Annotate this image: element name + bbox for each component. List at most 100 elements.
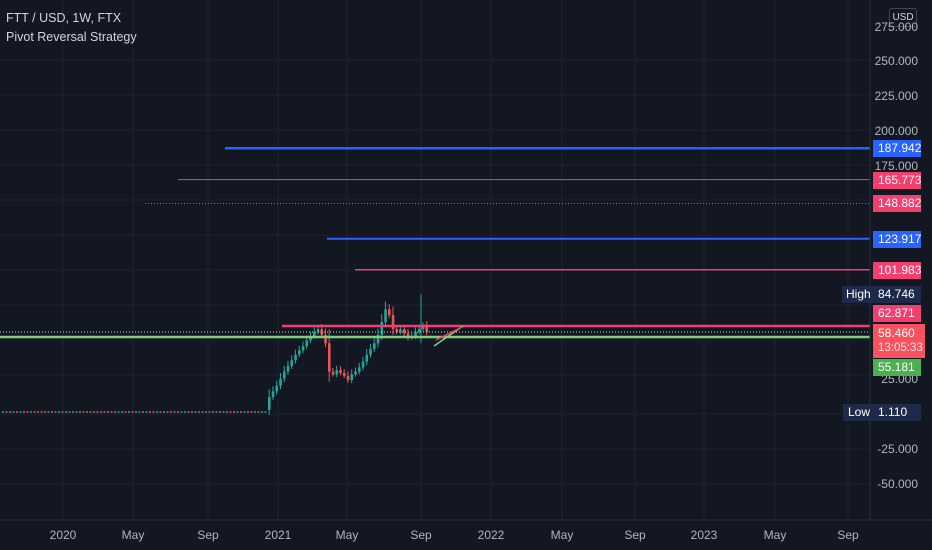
candle: [247, 411, 249, 413]
x-tick-label: 2021: [264, 528, 292, 542]
candle: [212, 411, 214, 413]
level-price-tag: 123.917: [873, 231, 921, 248]
x-tick-label: Sep: [197, 528, 219, 542]
candle: [305, 340, 309, 347]
y-tick-label: 250.000: [874, 54, 918, 68]
candle: [283, 371, 286, 379]
candle: [23, 411, 25, 413]
candle: [373, 343, 376, 349]
candle: [261, 411, 263, 413]
chart-legend: FTT / USD, 1W, FTX Pivot Reversal Strate…: [6, 9, 137, 47]
current-price-tag: 58.460 13:05:33: [873, 324, 925, 358]
candle: [395, 329, 399, 332]
candle: [240, 411, 242, 413]
high-label: High: [842, 286, 873, 303]
candle: [316, 329, 320, 332]
candle: [89, 411, 92, 413]
candle: [243, 411, 246, 413]
candle: [180, 411, 183, 413]
candle: [75, 411, 78, 413]
candle: [26, 411, 29, 413]
candle: [254, 411, 256, 413]
candle: [279, 378, 282, 386]
candle: [290, 360, 294, 366]
level-price-tag: 187.942: [873, 140, 921, 157]
candle: [250, 411, 253, 413]
candle: [30, 411, 32, 413]
candle: [131, 411, 134, 413]
candle: [236, 411, 239, 413]
y-tick-label: 200.000: [874, 124, 918, 138]
level-price-tag: 101.983: [873, 262, 921, 279]
candle: [58, 411, 60, 413]
candle: [135, 411, 137, 413]
candle: [406, 333, 410, 338]
candle: [208, 411, 211, 413]
candle: [114, 411, 116, 413]
candle: [418, 329, 421, 332]
candle: [286, 365, 290, 372]
x-tick-label: May: [121, 528, 145, 542]
level-price-tag: 165.773: [873, 172, 921, 189]
candle: [44, 411, 46, 413]
candle: [354, 371, 357, 375]
indicator-title[interactable]: Pivot Reversal Strategy: [6, 30, 137, 44]
candle: [65, 411, 67, 413]
trend-line: [435, 326, 463, 341]
candle: [358, 367, 361, 372]
candle: [229, 411, 232, 413]
candle: [145, 411, 148, 413]
candle: [166, 411, 169, 413]
candle: [100, 411, 102, 413]
level-price-tag: 62.871: [873, 305, 921, 322]
candle: [152, 411, 155, 413]
candle: [124, 411, 127, 413]
candle: [339, 370, 342, 373]
candle: [201, 411, 204, 413]
pivot-level-lines: [0, 147, 870, 347]
y-tick-label: -25.000: [877, 442, 918, 456]
x-tick-label: May: [550, 528, 574, 542]
currency-button[interactable]: USD: [889, 8, 917, 27]
candle: [421, 326, 425, 330]
candle: [177, 411, 179, 413]
candle: [103, 411, 106, 413]
candle: [268, 397, 271, 410]
candle: [361, 361, 365, 368]
candle: [194, 411, 197, 413]
low-price-tag: 1.110: [873, 404, 921, 421]
x-tick-label: Sep: [410, 528, 432, 542]
candle: [328, 343, 331, 372]
candle: [219, 411, 221, 413]
candle: [12, 411, 15, 413]
symbol-title[interactable]: FTT / USD, 1W, FTX: [6, 11, 122, 25]
candle: [61, 411, 64, 413]
candle: [128, 411, 130, 413]
x-tick-label: Sep: [837, 528, 859, 542]
candle: [257, 411, 260, 413]
y-tick-label: 175.000: [874, 159, 918, 173]
level-price-tag: 148.882: [873, 195, 921, 212]
candle: [365, 354, 369, 362]
bar-countdown: 13:05:33: [878, 342, 923, 354]
candle: [369, 348, 372, 355]
high-price-tag: 84.746: [873, 286, 921, 303]
candle: [117, 411, 120, 413]
candle: [399, 329, 402, 332]
candle: [138, 411, 141, 413]
x-tick-label: 2023: [690, 528, 718, 542]
candle: [33, 411, 36, 413]
candle: [376, 334, 380, 344]
candle: [173, 411, 176, 413]
x-tick-label: May: [335, 528, 359, 542]
y-tick-label: 275.000: [874, 20, 918, 34]
candle: [93, 411, 95, 413]
candle: [156, 411, 158, 413]
candle: [121, 411, 123, 413]
candle: [346, 375, 350, 381]
candle: [68, 411, 71, 413]
candle: [19, 411, 22, 413]
candle: [82, 411, 85, 413]
candle: [331, 371, 335, 375]
